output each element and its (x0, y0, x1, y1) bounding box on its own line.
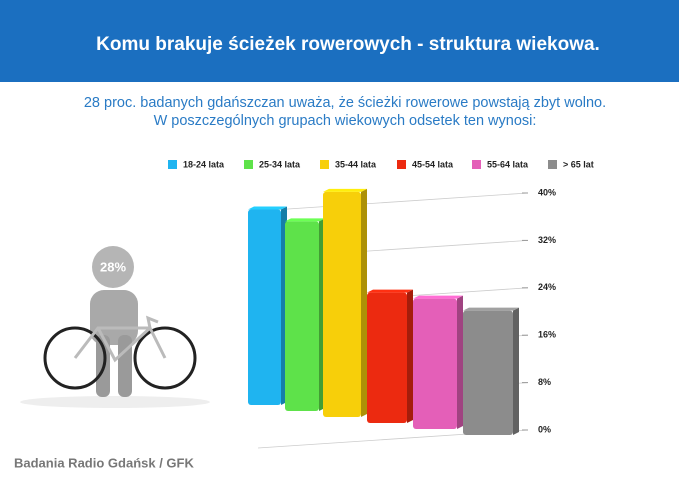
wheel (43, 326, 107, 390)
bar-top (323, 188, 367, 192)
y-tick-label: 32% (538, 235, 556, 245)
legend-label: 25-34 lata (259, 159, 301, 169)
shadow (20, 396, 210, 408)
legend-label: 45-54 lata (412, 159, 454, 169)
header-band (0, 0, 679, 82)
bar-side (407, 289, 413, 423)
legend-swatch (244, 160, 253, 169)
footer: Badania Radio Gdańsk / GFK (14, 455, 194, 470)
y-tick-label: 40% (538, 187, 556, 197)
bar-top (285, 218, 325, 222)
head (92, 246, 134, 288)
bar-top (367, 289, 413, 293)
bar (248, 209, 281, 405)
legend-label: 35-44 lata (335, 159, 377, 169)
wheel (133, 326, 197, 390)
bar (413, 298, 457, 429)
figure: 28% (20, 246, 210, 408)
legend-label: > 65 lat (563, 159, 594, 169)
body (90, 290, 138, 345)
bar (463, 310, 513, 435)
y-tick-label: 24% (538, 282, 556, 292)
title: Komu brakuje ścieżek rowerowych - strukt… (96, 34, 600, 55)
bar-side (513, 307, 519, 435)
subtitle: 28 proc. badanych gdańszczan uważa, że ś… (84, 95, 606, 111)
legend-swatch (548, 160, 557, 169)
legend-label: 18-24 lata (183, 159, 225, 169)
leg (118, 335, 132, 397)
y-tick-label: 0% (538, 424, 551, 434)
legend-swatch (168, 160, 177, 169)
bar-top (248, 206, 287, 210)
subtitle: W poszczególnych grupach wiekowych odset… (154, 113, 537, 129)
legend-swatch (472, 160, 481, 169)
bar-side (457, 295, 463, 429)
y-tick-label: 8% (538, 377, 551, 387)
bar-top (413, 295, 463, 299)
grid-line (257, 192, 529, 212)
legend-swatch (397, 160, 406, 169)
legend-label: 55-64 lata (487, 159, 529, 169)
bar-side (361, 188, 367, 417)
bar (323, 191, 361, 417)
bar-top (463, 307, 519, 311)
figure-label: 28% (100, 259, 126, 274)
bike-frame (73, 315, 167, 363)
bar (285, 221, 319, 411)
legend-swatch (320, 160, 329, 169)
bar (367, 292, 407, 423)
y-tick-label: 16% (538, 330, 556, 340)
